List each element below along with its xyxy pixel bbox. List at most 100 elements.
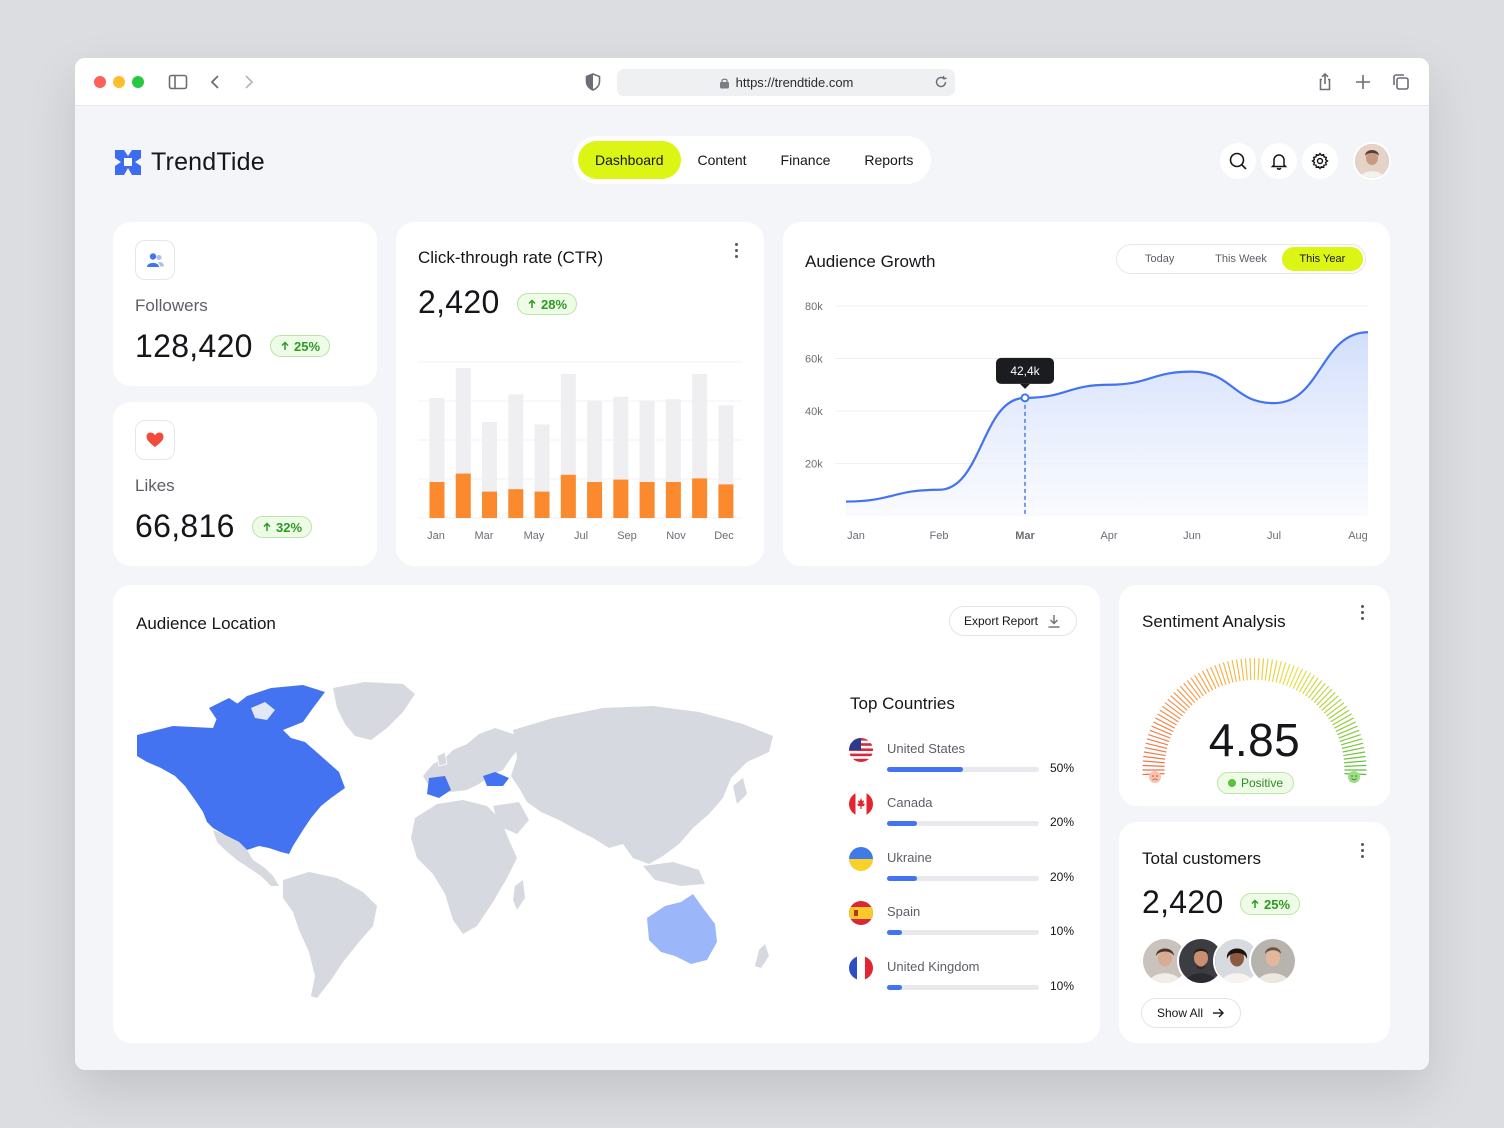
likes-label: Likes — [135, 476, 175, 495]
period-filter: Today This Week This Year — [1116, 244, 1366, 274]
followers-change: 25% — [294, 338, 321, 354]
gauge-tick — [1264, 658, 1269, 681]
ctr-x-label: Jul — [574, 530, 588, 542]
sentiment-card: Sentiment Analysis 4.85 Positive — [1119, 585, 1390, 806]
map-australia[interactable] — [647, 894, 717, 964]
growth-area — [846, 332, 1368, 516]
map-middle-east[interactable] — [493, 802, 529, 834]
search-icon — [1229, 152, 1247, 170]
filter-this-year[interactable]: This Year — [1281, 247, 1363, 271]
country-row-united-kingdom[interactable]: United Kingdom 10% — [849, 956, 1079, 998]
ctr-bar[interactable] — [587, 482, 603, 518]
map-madagascar[interactable] — [513, 880, 525, 910]
shield-icon[interactable] — [581, 70, 605, 94]
filter-this-week[interactable]: This Week — [1215, 253, 1267, 265]
customers-change: 25% — [1264, 896, 1291, 912]
gauge-tick — [1176, 688, 1193, 706]
sidebar-toggle-icon[interactable] — [166, 70, 190, 94]
map-south-america[interactable] — [283, 872, 377, 998]
tab-overview-icon[interactable] — [1389, 70, 1413, 94]
map-spain[interactable] — [427, 776, 451, 798]
nav-finance[interactable]: Finance — [780, 152, 831, 168]
nav-content[interactable]: Content — [697, 152, 747, 168]
ctr-bar[interactable] — [665, 482, 681, 518]
gauge-tick — [1340, 738, 1363, 746]
customers-more-button[interactable] — [1354, 840, 1370, 860]
gauge-tick — [1278, 662, 1287, 684]
flag-us-icon — [849, 738, 873, 762]
ctr-change: 28% — [541, 296, 568, 312]
map-japan[interactable] — [733, 778, 747, 804]
minimize-window-button[interactable] — [113, 76, 125, 88]
maximize-window-button[interactable] — [132, 76, 144, 88]
nav-reports[interactable]: Reports — [864, 152, 914, 168]
top-countries-title: Top Countries — [850, 694, 955, 713]
ctr-bar[interactable] — [534, 491, 550, 518]
gauge-tick — [1190, 677, 1204, 697]
bell-icon — [1270, 154, 1288, 170]
gauge-tick — [1313, 685, 1330, 704]
brand-logo[interactable]: TrendTide — [113, 146, 265, 178]
map-indonesia[interactable] — [643, 862, 705, 886]
map-ukraine[interactable] — [483, 772, 509, 786]
settings-button[interactable] — [1302, 143, 1338, 179]
new-tab-icon[interactable] — [1351, 70, 1375, 94]
gauge-tick — [1179, 685, 1196, 704]
map-asia[interactable] — [511, 706, 773, 864]
ctr-bar[interactable] — [508, 489, 524, 518]
country-row-ukraine[interactable]: Ukraine 20% — [849, 847, 1079, 889]
country-row-canada[interactable]: Canada 20% — [849, 792, 1079, 834]
map-uk[interactable] — [436, 751, 448, 767]
map-greenland[interactable] — [333, 682, 415, 740]
back-icon[interactable] — [204, 70, 228, 94]
export-report-button[interactable]: Export Report — [949, 606, 1077, 636]
gauge-tick — [1344, 760, 1367, 764]
forward-icon[interactable] — [236, 70, 260, 94]
user-avatar[interactable] — [1353, 142, 1391, 180]
share-icon[interactable] — [1313, 70, 1337, 94]
ctr-bar[interactable] — [455, 473, 471, 518]
status-dot-icon — [1228, 779, 1236, 787]
followers-change-badge: 25% — [270, 335, 331, 357]
map-europe[interactable] — [423, 728, 521, 792]
map-north-america[interactable] — [137, 685, 345, 854]
trendtide-logo-icon — [115, 150, 141, 175]
gauge-tick — [1240, 658, 1245, 681]
ctr-bar[interactable] — [718, 484, 734, 518]
ctr-bar[interactable] — [692, 478, 708, 518]
gauge-tick — [1326, 702, 1345, 717]
gauge-tick — [1155, 717, 1176, 729]
sentiment-more-button[interactable] — [1354, 602, 1370, 622]
ctr-x-label: Dec — [714, 530, 734, 542]
customer-avatar[interactable] — [1249, 937, 1297, 985]
close-window-button[interactable] — [94, 76, 106, 88]
ctr-bar[interactable] — [429, 482, 445, 518]
filter-today[interactable]: Today — [1144, 253, 1175, 265]
reload-icon[interactable] — [933, 74, 949, 90]
gauge-tick — [1194, 675, 1207, 695]
country-row-spain[interactable]: Spain 10% — [849, 901, 1079, 943]
growth-marker-point[interactable] — [1020, 393, 1030, 403]
gauge-tick — [1341, 742, 1364, 750]
ctr-bar[interactable] — [639, 482, 655, 518]
map-mexico[interactable] — [213, 830, 279, 886]
address-bar[interactable]: https://trendtide.com — [617, 69, 955, 96]
map-new-zealand[interactable] — [755, 944, 769, 968]
notifications-button[interactable] — [1261, 143, 1297, 179]
ctr-more-button[interactable] — [728, 240, 744, 260]
ctr-bar[interactable] — [560, 474, 576, 518]
customer-avatar[interactable] — [1141, 937, 1189, 985]
search-button[interactable] — [1220, 143, 1256, 179]
ctr-bar[interactable] — [482, 491, 498, 518]
lock-icon — [719, 78, 729, 88]
map-canada-islands[interactable] — [209, 698, 241, 720]
gauge-tick — [1148, 733, 1170, 743]
customers-change-badge: 25% — [1240, 893, 1301, 915]
show-all-button[interactable]: Show All — [1141, 998, 1241, 1028]
country-row-united-states[interactable]: United States 50% — [849, 738, 1079, 780]
map-africa[interactable] — [411, 800, 517, 934]
gauge-tick — [1235, 659, 1241, 682]
gauge-tick — [1305, 677, 1319, 697]
nav-dashboard[interactable]: Dashboard — [578, 141, 681, 179]
ctr-bar[interactable] — [613, 479, 629, 518]
